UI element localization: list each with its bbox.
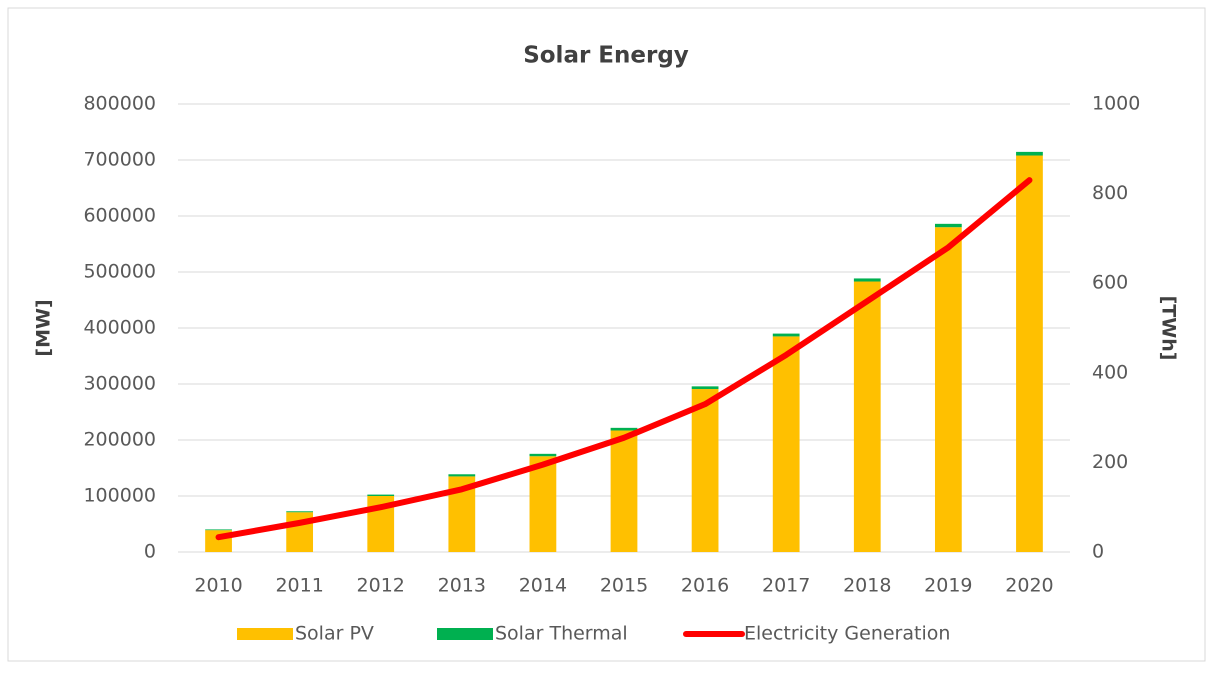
- bar: [853, 278, 881, 282]
- y2-tick-label: 600: [1092, 272, 1128, 294]
- x-tick-label: 2014: [519, 575, 567, 597]
- bar: [529, 456, 557, 552]
- y2-tick-label: 400: [1092, 361, 1128, 383]
- x-tick-label: 2012: [357, 575, 405, 597]
- y-tick-label: 600000: [83, 205, 156, 227]
- bar: [529, 453, 557, 457]
- x-tick-label: 2020: [1005, 575, 1053, 597]
- bar: [934, 227, 962, 552]
- bar: [772, 336, 800, 552]
- bar: [448, 474, 476, 477]
- legend-label: Solar Thermal: [495, 623, 628, 645]
- legend-label: Electricity Generation: [744, 623, 950, 645]
- y2-tick-label: 200: [1092, 451, 1128, 473]
- bar: [691, 386, 719, 390]
- bar: [691, 389, 719, 552]
- y-tick-label: 700000: [83, 149, 156, 171]
- chart-title: Solar Energy: [523, 43, 689, 69]
- y-tick-label: 500000: [83, 261, 156, 283]
- bar: [1016, 155, 1043, 552]
- line: [215, 177, 1033, 541]
- y-tick-label: 0: [144, 541, 156, 563]
- y-tick-label: 200000: [83, 429, 156, 451]
- bar: [610, 430, 638, 552]
- x-tick-label: 2013: [438, 575, 486, 597]
- y2-tick-label: 800: [1092, 182, 1128, 204]
- bar: [610, 427, 638, 431]
- y-tick-label: 300000: [83, 373, 156, 395]
- bar: [286, 511, 314, 513]
- legend-swatch: [437, 628, 493, 640]
- x-tick-label: 2010: [194, 575, 242, 597]
- y2-tick-label: 1000: [1092, 93, 1140, 115]
- x-tick-label: 2018: [843, 575, 891, 597]
- x-tick-label: 2016: [681, 575, 729, 597]
- y2-tick-label: 0: [1092, 541, 1104, 563]
- legend-label: Solar PV: [295, 623, 374, 645]
- x-tick-label: 2015: [600, 575, 648, 597]
- bar: [205, 529, 232, 531]
- x-tick-label: 2019: [924, 575, 972, 597]
- y-tick-label: 800000: [83, 93, 156, 115]
- y-tick-label: 100000: [83, 485, 156, 507]
- y-axis-label: [MW]: [33, 299, 55, 356]
- bar: [934, 223, 962, 228]
- y-tick-label: 400000: [83, 317, 156, 339]
- x-tick-label: 2017: [762, 575, 810, 597]
- x-tick-label: 2011: [275, 575, 323, 597]
- y2-axis-label: [TWh]: [1158, 296, 1180, 361]
- bar: [367, 494, 395, 496]
- legend-swatch: [237, 628, 293, 640]
- bar: [853, 281, 881, 552]
- bar: [772, 333, 800, 337]
- bar: [1016, 151, 1043, 156]
